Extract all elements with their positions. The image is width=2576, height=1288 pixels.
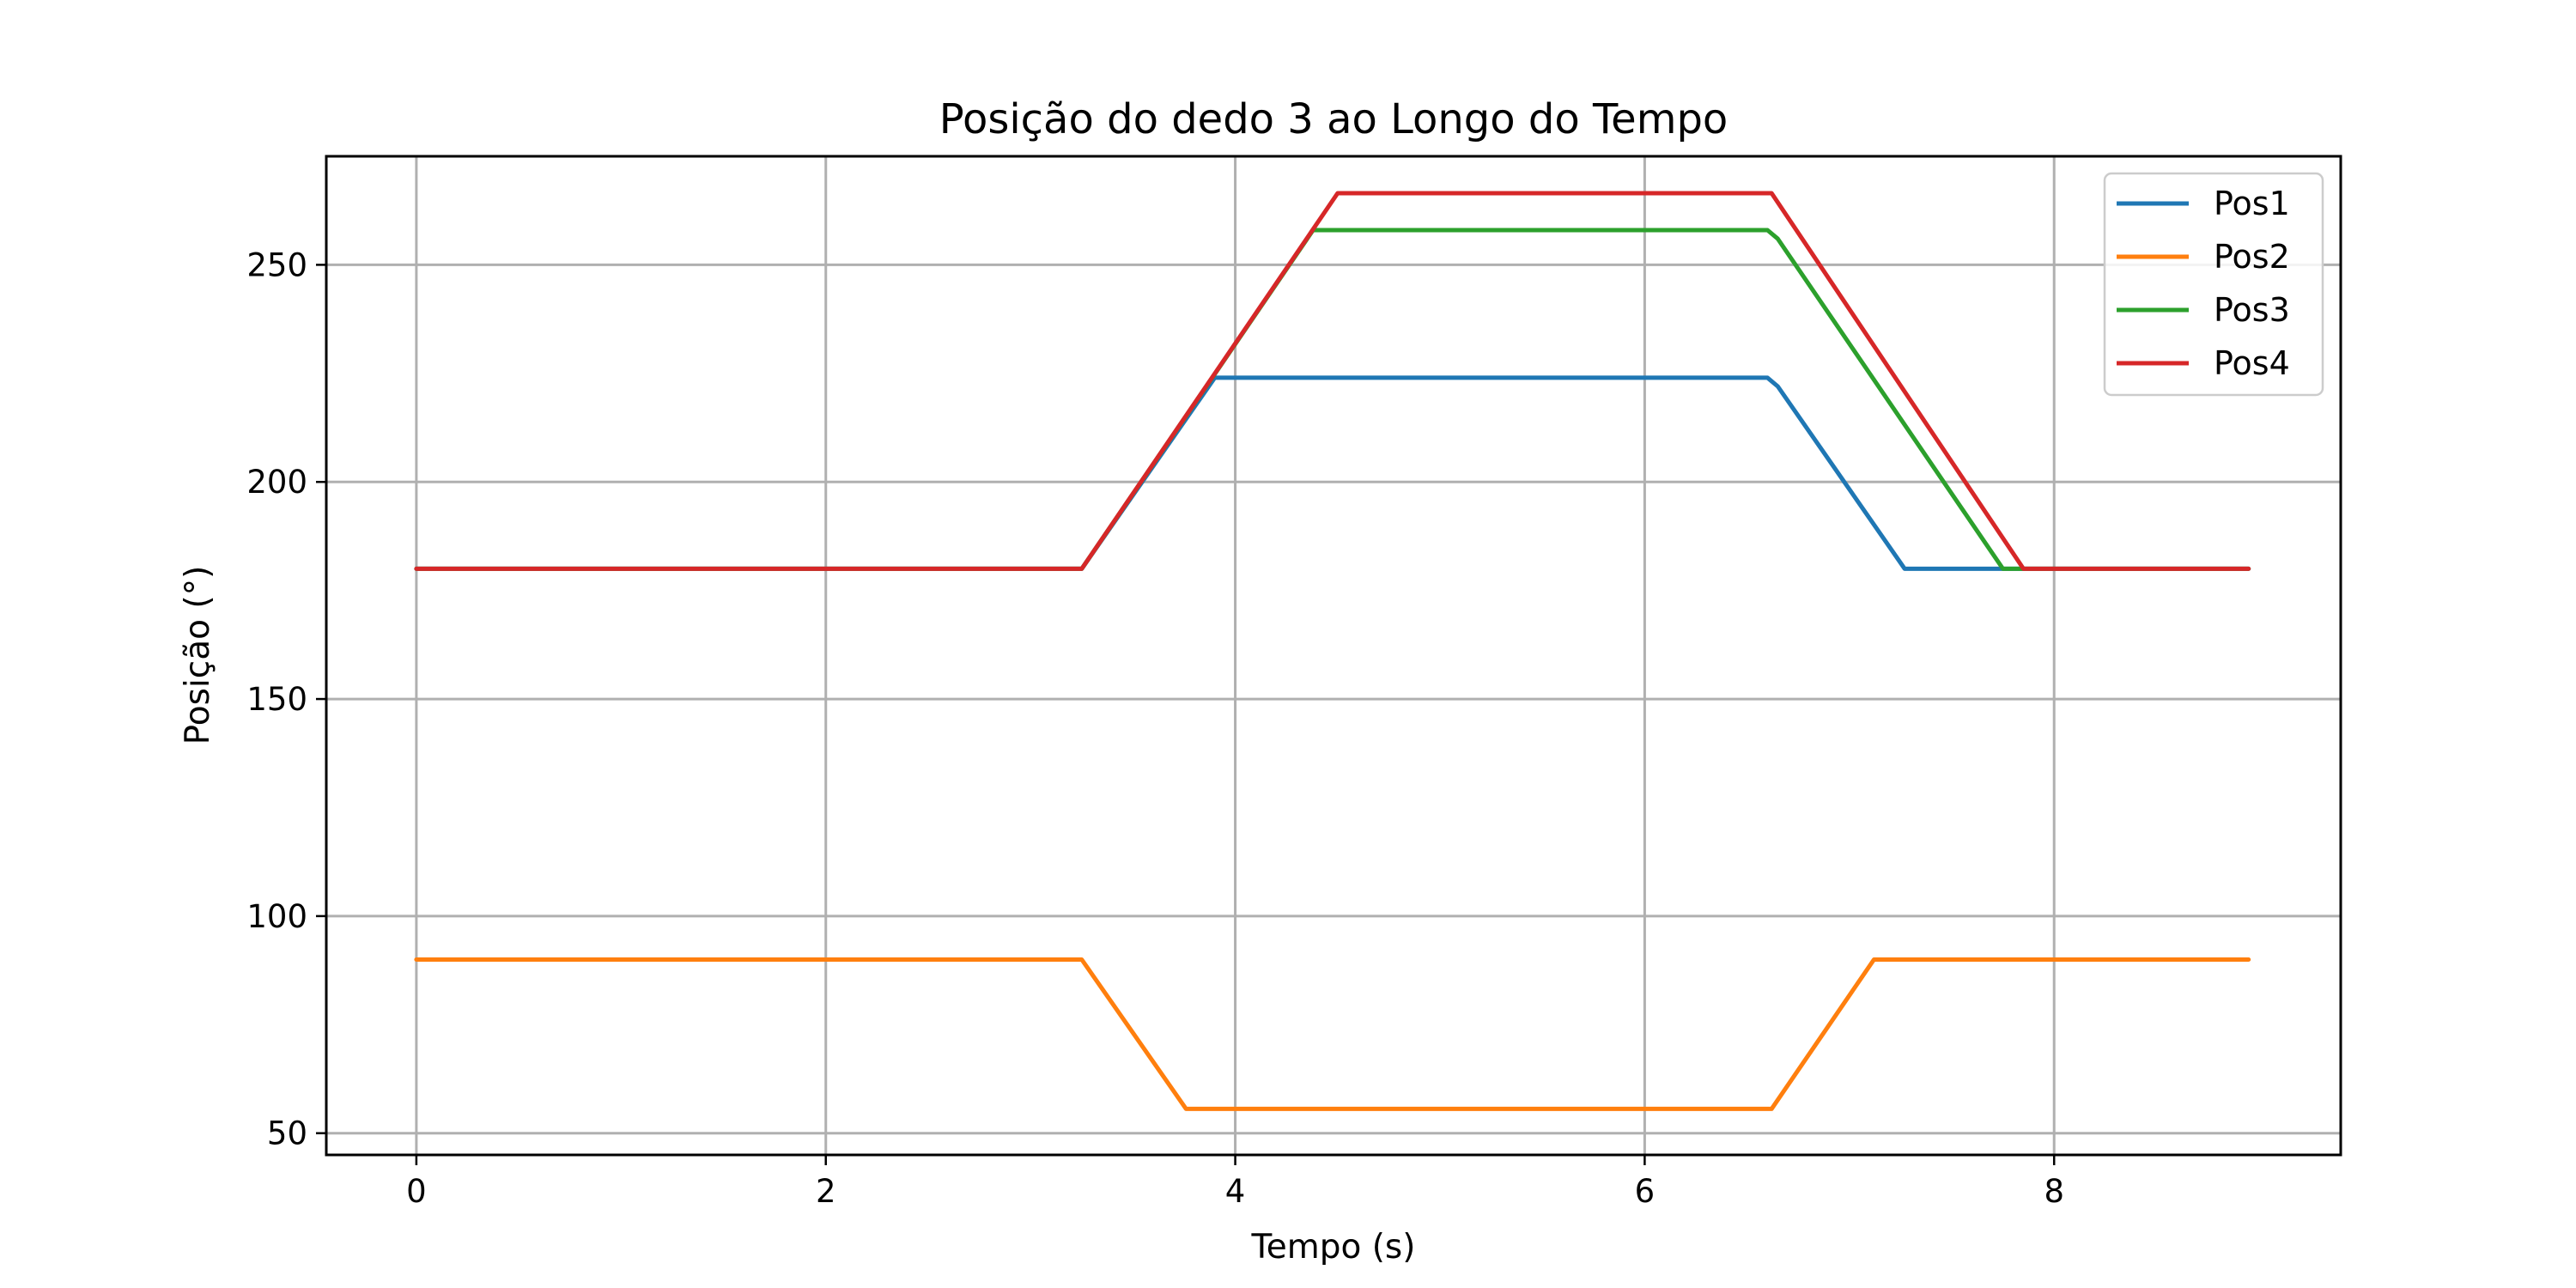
y-axis-label: Posição (°) (179, 566, 217, 745)
legend-label-pos2: Pos2 (2214, 238, 2290, 276)
chart-title: Posição do dedo 3 ao Longo do Tempo (939, 95, 1728, 143)
x-tick-label: 2 (816, 1173, 836, 1210)
grid-layer (326, 156, 2341, 1155)
legend: Pos1 Pos2 Pos3 Pos4 (2103, 172, 2324, 397)
plot-frame (325, 155, 2342, 1157)
x-tick-label: 6 (1635, 1173, 1656, 1210)
series-line-pos3 (414, 228, 2251, 571)
series-line-pos1 (414, 375, 2251, 571)
legend-label-pos3: Pos3 (2214, 291, 2290, 329)
y-tick-label: 250 (246, 246, 307, 283)
legend-box (2103, 172, 2324, 397)
series-line-pos4 (414, 191, 2251, 571)
x-tick-label: 0 (406, 1173, 427, 1210)
y-tick-label: 50 (267, 1115, 307, 1152)
series-line-pos2 (414, 957, 2251, 1111)
legend-label-pos4: Pos4 (2214, 344, 2290, 382)
y-tick-label: 200 (246, 464, 307, 501)
x-tick-label: 8 (2044, 1173, 2064, 1210)
y-tick-label: 100 (246, 898, 307, 935)
ticks-layer: 0 2 4 6 8 50 100 150 200 250 (246, 246, 2064, 1210)
x-tick-label: 4 (1225, 1173, 1246, 1210)
y-tick-label: 150 (246, 681, 307, 718)
series-layer (414, 191, 2251, 1111)
x-axis-label: Tempo (s) (1251, 1228, 1416, 1267)
legend-label-pos1: Pos1 (2214, 185, 2290, 222)
